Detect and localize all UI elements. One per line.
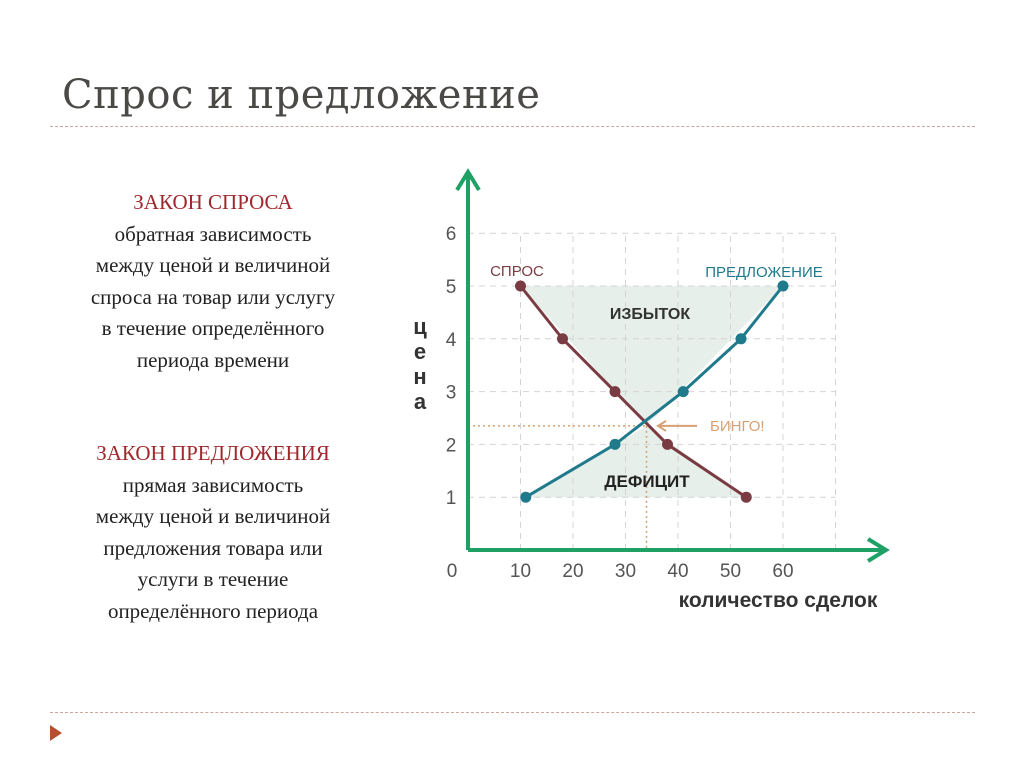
text-line: услуги в течение [137, 567, 289, 591]
supply-point [609, 438, 621, 450]
footer-divider [50, 712, 975, 713]
y-tick-label: 5 [446, 277, 457, 298]
x-tick-label: 30 [615, 561, 636, 582]
text-line: спроса на товар или услугу [90, 284, 336, 309]
supply-point [777, 280, 789, 292]
equilibrium-label: БИНГО! [710, 418, 765, 435]
supply-point [520, 491, 532, 503]
demand-point [515, 280, 526, 292]
y-axis-arrow-icon [455, 168, 481, 192]
text-line: между ценой и величиной [95, 504, 331, 528]
text-line: предложения товара или [103, 535, 323, 560]
x-tick-label: 20 [562, 561, 583, 582]
demand-label: СПРОС [490, 263, 544, 280]
title-divider [50, 126, 975, 127]
y-axis-label: цена [413, 314, 427, 414]
text-line: периода времени [136, 347, 290, 372]
supply-label: ПРЕДЛОЖЕНИЕ [705, 264, 823, 281]
demand-point [662, 438, 673, 450]
shortage-label: ДЕФИЦИТ [604, 472, 690, 491]
triangle-right-icon [50, 725, 62, 741]
law-of-demand-block: ЗАКОН СПРОСА обратная зависимость между … [40, 187, 386, 376]
text-line: между ценой и величиной [95, 253, 331, 277]
x-tick-label: 40 [667, 561, 688, 582]
supply-point [677, 386, 689, 398]
x-axis-arrow-icon [866, 537, 890, 563]
demand-point [740, 491, 752, 503]
demand-point [609, 386, 621, 398]
surplus-area [520, 286, 783, 426]
demand-point [557, 333, 568, 345]
law-of-supply-block: ЗАКОН ПРЕДЛОЖЕНИЯ прямая зависимость меж… [40, 438, 386, 627]
x-tick-label: 10 [510, 561, 531, 582]
y-tick-label: 2 [446, 435, 457, 456]
law-of-demand-heading: ЗАКОН СПРОСА [133, 190, 293, 214]
x-axis-label: количество сделок [679, 589, 878, 612]
law-of-supply-heading: ЗАКОН ПРЕДЛОЖЕНИЯ [96, 441, 330, 465]
y-tick-label: 6 [446, 224, 457, 245]
text-line: определённого периода [107, 598, 319, 623]
slide-title: Спрос и предложение [62, 72, 541, 118]
equilibrium-arrowhead-icon [656, 420, 667, 432]
x-tick-label: 0 [447, 561, 458, 582]
y-tick-label: 1 [446, 488, 457, 509]
shortage-area [525, 425, 747, 498]
text-line: обратная зависимость [114, 221, 312, 246]
x-tick-label: 60 [772, 561, 793, 582]
y-tick-label: 4 [446, 330, 457, 351]
text-line: в течение определённого [101, 316, 325, 340]
supply-point [735, 333, 747, 345]
x-tick-label: 50 [720, 561, 741, 582]
surplus-label: ИЗБЫТОК [610, 306, 691, 323]
text-line: прямая зависимость [122, 472, 304, 497]
y-tick-label: 3 [446, 383, 457, 404]
